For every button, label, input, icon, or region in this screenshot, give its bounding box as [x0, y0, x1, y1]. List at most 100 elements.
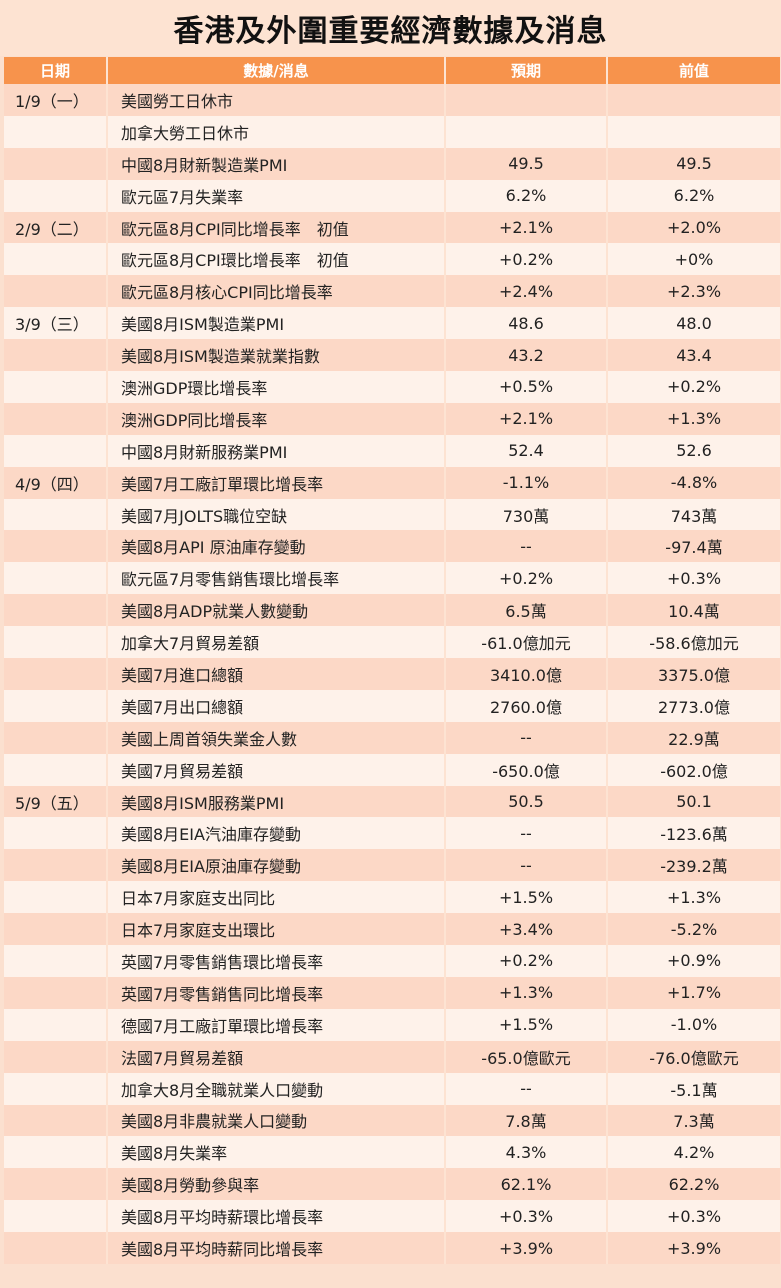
table-row: 美國8月ADP就業人數變動 6.5萬 10.4萬: [4, 594, 780, 627]
row-date: [4, 179, 108, 212]
table-row: 美國上周首領失業金人數 -- 22.9萬: [4, 721, 780, 754]
row-date: 2/9（二）: [4, 211, 108, 244]
row-item: 日本7月家庭支出同比: [108, 881, 446, 914]
row-previous: +1.3%: [608, 881, 780, 914]
row-date: [4, 498, 108, 531]
row-forecast: 62.1%: [446, 1168, 608, 1201]
row-item: 美國7月出口總額: [108, 689, 446, 722]
row-previous: +0.3%: [608, 562, 780, 595]
row-item: 美國7月JOLTS職位空缺: [108, 498, 446, 531]
row-forecast: +3.9%: [446, 1232, 608, 1264]
row-date: 1/9（一）: [4, 84, 108, 116]
row-date: [4, 913, 108, 946]
header-item: 數據/消息: [108, 57, 446, 84]
row-item: 美國8月ISM製造業就業指數: [108, 339, 446, 372]
row-forecast: +0.2%: [446, 562, 608, 595]
row-date: [4, 689, 108, 722]
row-item: 加拿大8月全職就業人口變動: [108, 1072, 446, 1105]
table-row: 美國8月平均時薪環比增長率 +0.3% +0.3%: [4, 1200, 780, 1233]
row-previous: 10.4萬: [608, 594, 780, 627]
row-previous: +1.7%: [608, 976, 780, 1009]
row-item: 澳洲GDP同比增長率: [108, 402, 446, 435]
row-item: 美國8月ADP就業人數變動: [108, 594, 446, 627]
table-row: 5/9（五） 美國8月ISM服務業PMI 50.5 50.1: [4, 785, 780, 818]
table-row: 加拿大勞工日休市: [4, 115, 780, 148]
row-previous: 2773.0億: [608, 689, 780, 722]
row-previous: 62.2%: [608, 1168, 780, 1201]
row-date: [4, 339, 108, 372]
row-item: 美國勞工日休市: [108, 84, 446, 116]
table-row: 美國7月出口總額 2760.0億 2773.0億: [4, 689, 780, 722]
row-forecast: +2.1%: [446, 402, 608, 435]
table-row: 美國8月失業率 4.3% 4.2%: [4, 1136, 780, 1169]
row-item: 美國8月ISM服務業PMI: [108, 785, 446, 818]
page-title: 香港及外圍重要經濟數據及消息: [0, 0, 781, 56]
row-item: 美國8月API 原油庫存變動: [108, 530, 446, 563]
row-item: 美國7月進口總額: [108, 658, 446, 690]
row-item: 德國7月工廠訂單環比增長率: [108, 1008, 446, 1041]
table-row: 4/9（四） 美國7月工廠訂單環比增長率 -1.1% -4.8%: [4, 466, 780, 499]
row-date: [4, 849, 108, 882]
row-item: 英國7月零售銷售同比增長率: [108, 976, 446, 1009]
header-row: 日期 數據/消息 預期 前值: [4, 57, 780, 84]
table-row: 歐元區7月零售銷售環比增長率 +0.2% +0.3%: [4, 562, 780, 595]
row-previous: [608, 84, 780, 116]
row-previous: -239.2萬: [608, 849, 780, 882]
table-row: 英國7月零售銷售同比增長率 +1.3% +1.7%: [4, 976, 780, 1009]
row-previous: 743萬: [608, 498, 780, 531]
header-previous: 前值: [608, 57, 780, 84]
table-row: 美國8月EIA汽油庫存變動 -- -123.6萬: [4, 817, 780, 850]
row-item: 美國8月EIA原油庫存變動: [108, 849, 446, 882]
row-item: 中國8月財新製造業PMI: [108, 147, 446, 180]
table-row: 澳洲GDP同比增長率 +2.1% +1.3%: [4, 402, 780, 435]
table-row: 日本7月家庭支出同比 +1.5% +1.3%: [4, 881, 780, 914]
row-previous: -5.2%: [608, 913, 780, 946]
row-item: 英國7月零售銷售環比增長率: [108, 945, 446, 977]
row-previous: 3375.0億: [608, 658, 780, 690]
row-date: [4, 1168, 108, 1201]
row-date: [4, 275, 108, 308]
row-item: 美國8月EIA汽油庫存變動: [108, 817, 446, 850]
row-forecast: -65.0億歐元: [446, 1040, 608, 1073]
row-previous: -58.6億加元: [608, 626, 780, 659]
row-forecast: --: [446, 530, 608, 563]
table-row: 德國7月工廠訂單環比增長率 +1.5% -1.0%: [4, 1008, 780, 1041]
table-row: 美國8月勞動參與率 62.1% 62.2%: [4, 1168, 780, 1201]
row-forecast: +0.2%: [446, 945, 608, 977]
row-date: [4, 945, 108, 977]
table-header: 日期 數據/消息 預期 前值: [4, 57, 780, 84]
row-forecast: +0.5%: [446, 371, 608, 403]
row-forecast: 6.5萬: [446, 594, 608, 627]
row-forecast: 49.5: [446, 147, 608, 180]
row-forecast: -1.1%: [446, 466, 608, 499]
row-forecast: +0.3%: [446, 1200, 608, 1233]
row-date: [4, 1104, 108, 1137]
header-forecast: 預期: [446, 57, 608, 84]
row-date: [4, 817, 108, 850]
row-previous: +0.3%: [608, 1200, 780, 1233]
table-row: 澳洲GDP環比增長率 +0.5% +0.2%: [4, 371, 780, 403]
row-date: [4, 562, 108, 595]
row-forecast: -650.0億: [446, 753, 608, 786]
row-item: 法國7月貿易差額: [108, 1040, 446, 1073]
table-row: 美國7月進口總額 3410.0億 3375.0億: [4, 658, 780, 690]
row-forecast: 48.6: [446, 307, 608, 340]
table-row: 美國8月非農就業人口變動 7.8萬 7.3萬: [4, 1104, 780, 1137]
row-item: 歐元區8月CPI環比增長率 初值: [108, 243, 446, 276]
row-forecast: +2.4%: [446, 275, 608, 308]
row-item: 中國8月財新服務業PMI: [108, 434, 446, 467]
row-previous: +2.3%: [608, 275, 780, 308]
table-row: 美國8月EIA原油庫存變動 -- -239.2萬: [4, 849, 780, 882]
row-date: [4, 626, 108, 659]
table-body: 1/9（一） 美國勞工日休市 加拿大勞工日休市 中國8月財新製造業PMI 49.5 49.…: [4, 84, 780, 1264]
row-forecast: 730萬: [446, 498, 608, 531]
row-date: [4, 1008, 108, 1041]
economic-data-table: 日期 數據/消息 預期 前值 1/9（一） 美國勞工日休市 加拿大勞工日休市 中國8月…: [4, 57, 780, 1264]
row-item: 加拿大7月貿易差額: [108, 626, 446, 659]
row-forecast: 4.3%: [446, 1136, 608, 1169]
row-forecast: [446, 84, 608, 116]
table-row: 3/9（三） 美國8月ISM製造業PMI 48.6 48.0: [4, 307, 780, 340]
row-forecast: +1.5%: [446, 881, 608, 914]
row-date: [4, 976, 108, 1009]
